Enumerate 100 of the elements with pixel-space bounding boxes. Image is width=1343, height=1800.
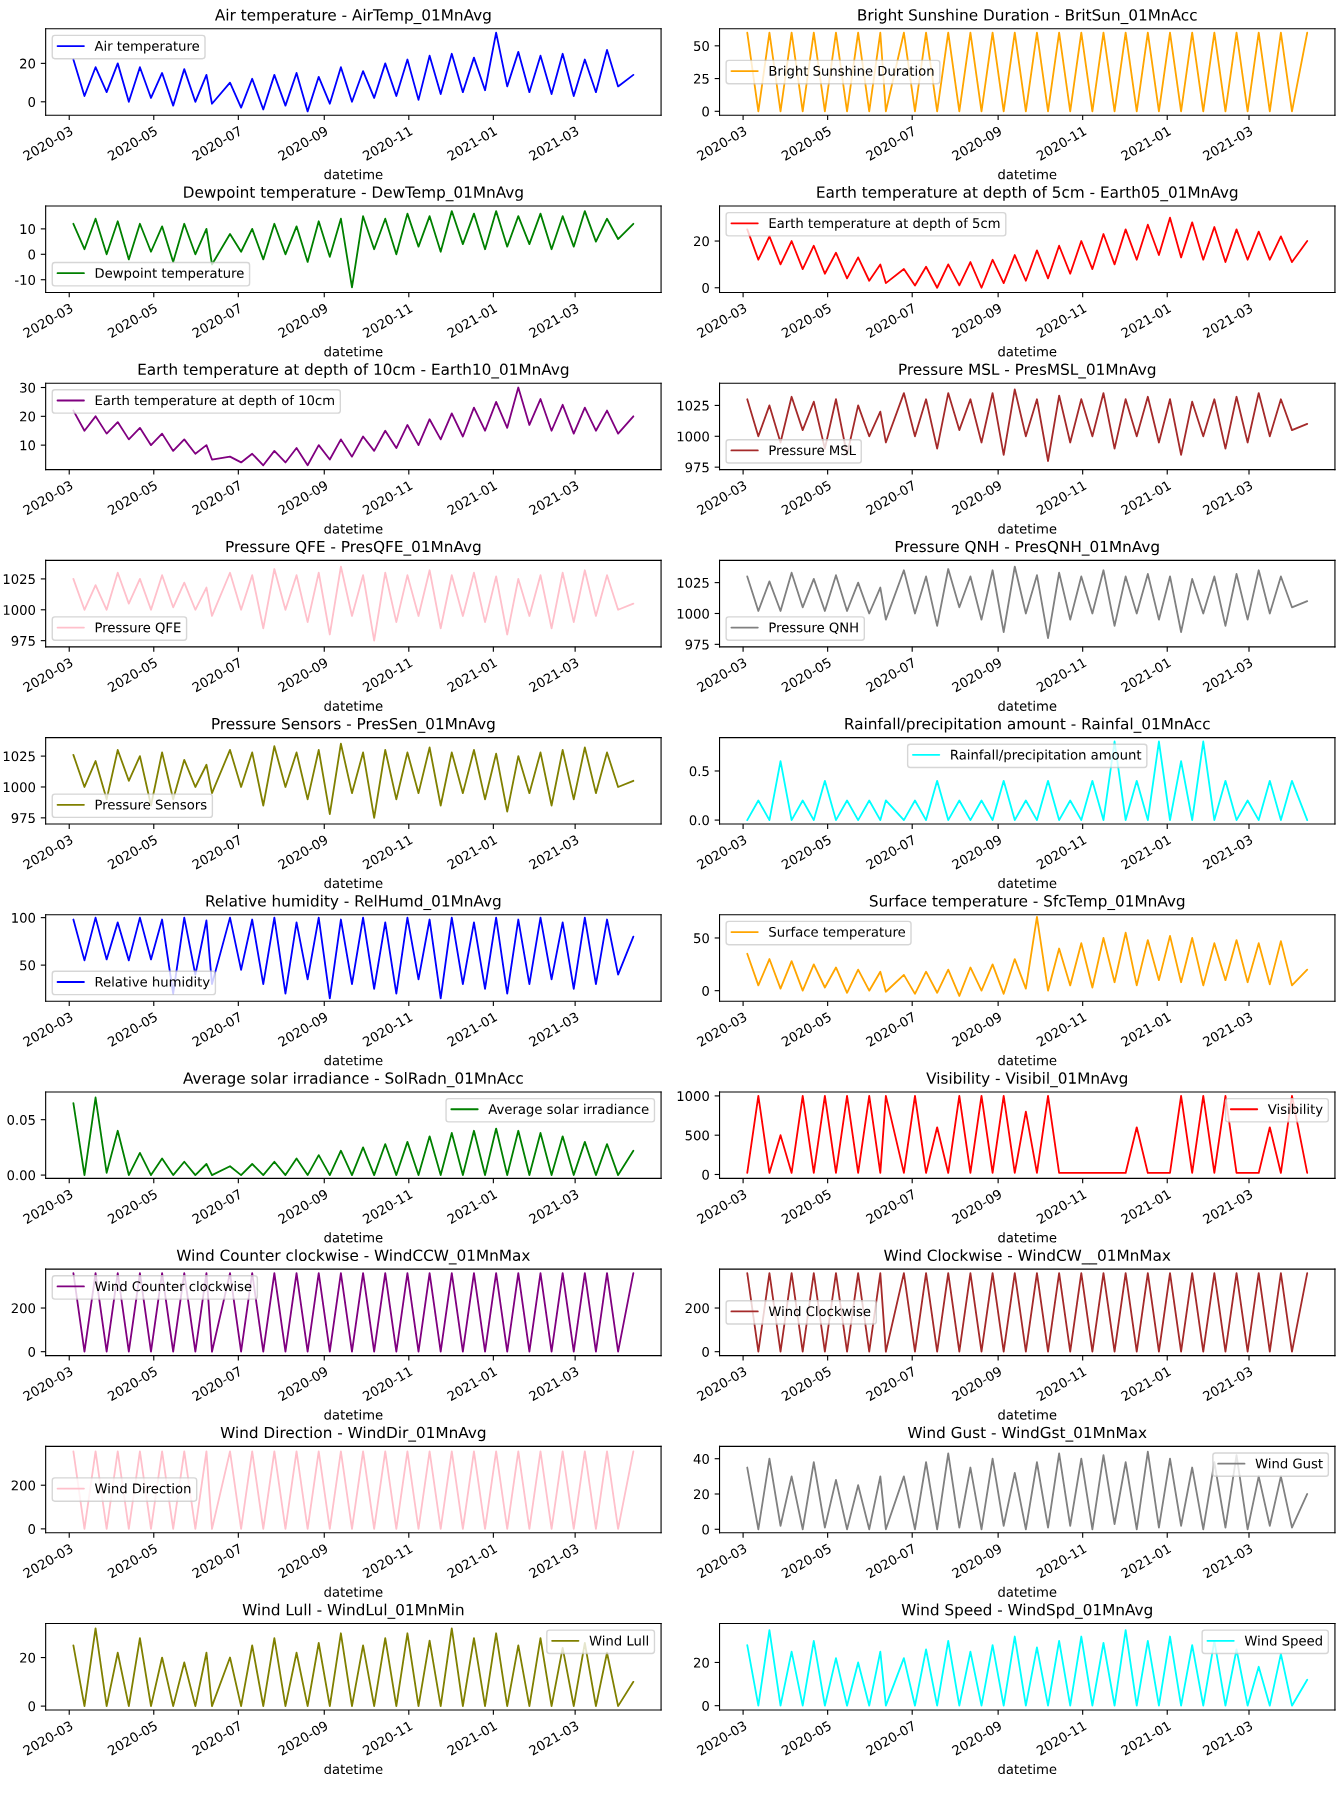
y-tick-label: 200	[685, 1303, 709, 1314]
y-tick-label: 0	[702, 1524, 709, 1535]
y-tick-label: 50	[694, 933, 709, 944]
legend-label: Bright Sunshine Duration	[769, 65, 934, 79]
chart-title: Pressure MSL - PresMSL_01MnAvg	[899, 363, 1156, 379]
x-axis-title: datetime	[998, 169, 1057, 180]
x-axis-title: datetime	[998, 1055, 1057, 1066]
y-tick-label: 1000	[3, 605, 36, 615]
chart-title: Bright Sunshine Duration - BritSun_01MnAcc	[858, 8, 1197, 25]
x-axis-title: datetime	[998, 1586, 1057, 1597]
y-tick-label: 1000	[3, 782, 36, 793]
y-tick-label: 1000	[677, 608, 709, 619]
y-tick-label: 25	[693, 73, 709, 84]
y-tick-label: 40	[693, 1453, 709, 1464]
y-tick-label: 0	[702, 985, 709, 996]
y-tick-label: 1000	[677, 1091, 709, 1102]
y-tick-label: 20	[693, 1657, 709, 1668]
y-tick-label: -10	[15, 274, 36, 285]
y-tick-label: 200	[11, 1480, 36, 1491]
chart-title: Surface temperature - SfcTemp_01MnAvg	[869, 894, 1185, 911]
line-series	[72, 742, 635, 819]
y-tick-label: 10	[20, 440, 36, 451]
y-tick-label: 20	[20, 58, 36, 69]
y-tick-label: 1000	[677, 431, 709, 442]
chart-title: Relative humidity - RelHumd_01MnAvg	[206, 894, 501, 911]
y-tick-label: 0	[702, 106, 709, 117]
x-axis-title: datetime	[324, 1586, 383, 1597]
x-axis-title: datetime	[998, 1409, 1057, 1420]
y-tick-label: 0.00	[7, 1170, 36, 1181]
x-axis-title: datetime	[324, 169, 383, 180]
legend-label: Wind Counter clockwise	[94, 1281, 252, 1292]
y-tick-label: 50	[20, 960, 36, 971]
x-axis-title: datetime	[324, 1763, 383, 1775]
x-axis-title: datetime	[324, 1232, 383, 1243]
y-tick-label: 975	[685, 462, 709, 473]
y-tick-label: 20	[20, 411, 36, 422]
line-series	[746, 740, 1309, 821]
y-tick-label: 0	[28, 249, 36, 260]
y-tick-label: 0	[28, 1701, 36, 1712]
x-axis-title: datetime	[324, 1055, 383, 1066]
y-tick-label: 0	[702, 1169, 709, 1180]
chart-title: Pressure Sensors - PresSen_01MnAvg	[212, 717, 495, 733]
y-tick-label: 20	[693, 1489, 709, 1500]
chart-title: Pressure QNH - PresQNH_01MnAvg	[895, 540, 1159, 556]
chart-title: Wind Speed - WindSpd_01MnAvg	[901, 1603, 1152, 1619]
legend-label: Earth temperature at depth of 10cm	[95, 395, 334, 408]
chart-title: Wind Clockwise - WindCW__01MnMax	[884, 1249, 1171, 1265]
x-axis-title: datetime	[324, 1409, 383, 1420]
line-series	[72, 565, 635, 642]
legend-label: Pressure Sensors	[95, 799, 207, 810]
y-tick-label: 1025	[3, 574, 35, 585]
x-axis-title: datetime	[324, 700, 383, 711]
y-tick-label: 500	[685, 1130, 709, 1141]
y-tick-label: 50	[694, 41, 709, 52]
y-tick-label: 0.0	[689, 815, 709, 826]
y-tick-label: 30	[20, 382, 36, 393]
chart-title: Air temperature - AirTemp_01MnAvg	[214, 8, 491, 25]
x-axis-title: datetime	[998, 346, 1057, 357]
legend-label: Wind Speed	[1244, 1635, 1322, 1649]
legend-label: Pressure QNH	[769, 622, 858, 634]
y-tick-label: 20	[20, 1652, 36, 1663]
x-axis-title: datetime	[998, 700, 1057, 711]
y-tick-label: 975	[11, 813, 35, 824]
chart-title: Wind Gust - WindGst_01MnMax	[907, 1426, 1147, 1442]
y-tick-label: 0	[28, 1524, 36, 1535]
y-tick-label: 0.05	[7, 1114, 35, 1125]
y-tick-label: 0	[28, 97, 36, 107]
line-series	[746, 565, 1309, 640]
chart-title: Wind Counter clockwise - WindCCW_01MnMax	[176, 1249, 530, 1265]
legend-label: Visibility	[1267, 1103, 1323, 1117]
chart-title: Wind Direction - WindDir_01MnAvg	[220, 1426, 486, 1442]
line-series	[72, 210, 635, 289]
chart-title: Rainfall/precipitation amount - Rainfal_01MnAcc	[845, 717, 1210, 733]
chart-title: Average solar irradiance - SolRadn_01MnAcc	[183, 1072, 523, 1088]
x-axis-title: datetime	[324, 346, 383, 357]
line-series	[72, 916, 635, 1000]
x-axis-title: datetime	[998, 523, 1057, 534]
legend-label: Relative humidity	[95, 976, 210, 990]
chart-title: Pressure QFE - PresQFE_01MnAvg	[226, 540, 481, 556]
y-tick-label: 1025	[3, 751, 35, 762]
line-series	[72, 31, 635, 113]
y-tick-label: 0.5	[689, 766, 709, 777]
chart-title: Visibility - Visibil_01MnAvg	[926, 1072, 1127, 1088]
y-tick-label: 0	[702, 1700, 709, 1711]
x-axis-title: datetime	[324, 877, 383, 889]
chart-title: Wind Lull - WindLul_01MnMin	[242, 1603, 464, 1619]
legend-label: Wind Lull	[589, 1635, 648, 1646]
legend-label: Surface temperature	[769, 926, 906, 940]
y-tick-label: 20	[693, 236, 709, 247]
y-tick-label: 1025	[677, 400, 709, 411]
y-tick-label: 0	[702, 1346, 709, 1357]
chart-title: Earth temperature at depth of 5cm - Earth05_01MnAvg	[817, 186, 1238, 202]
x-axis-title: datetime	[324, 523, 383, 534]
legend-label: Wind Gust	[1255, 1458, 1323, 1469]
y-tick-label: 1025	[677, 577, 709, 588]
line-series	[746, 915, 1309, 997]
x-axis-title: datetime	[998, 1232, 1057, 1243]
legend-label: Rainfall/precipitation amount	[951, 749, 1142, 763]
y-tick-label: 0	[702, 282, 709, 293]
y-tick-label: 200	[11, 1303, 36, 1314]
